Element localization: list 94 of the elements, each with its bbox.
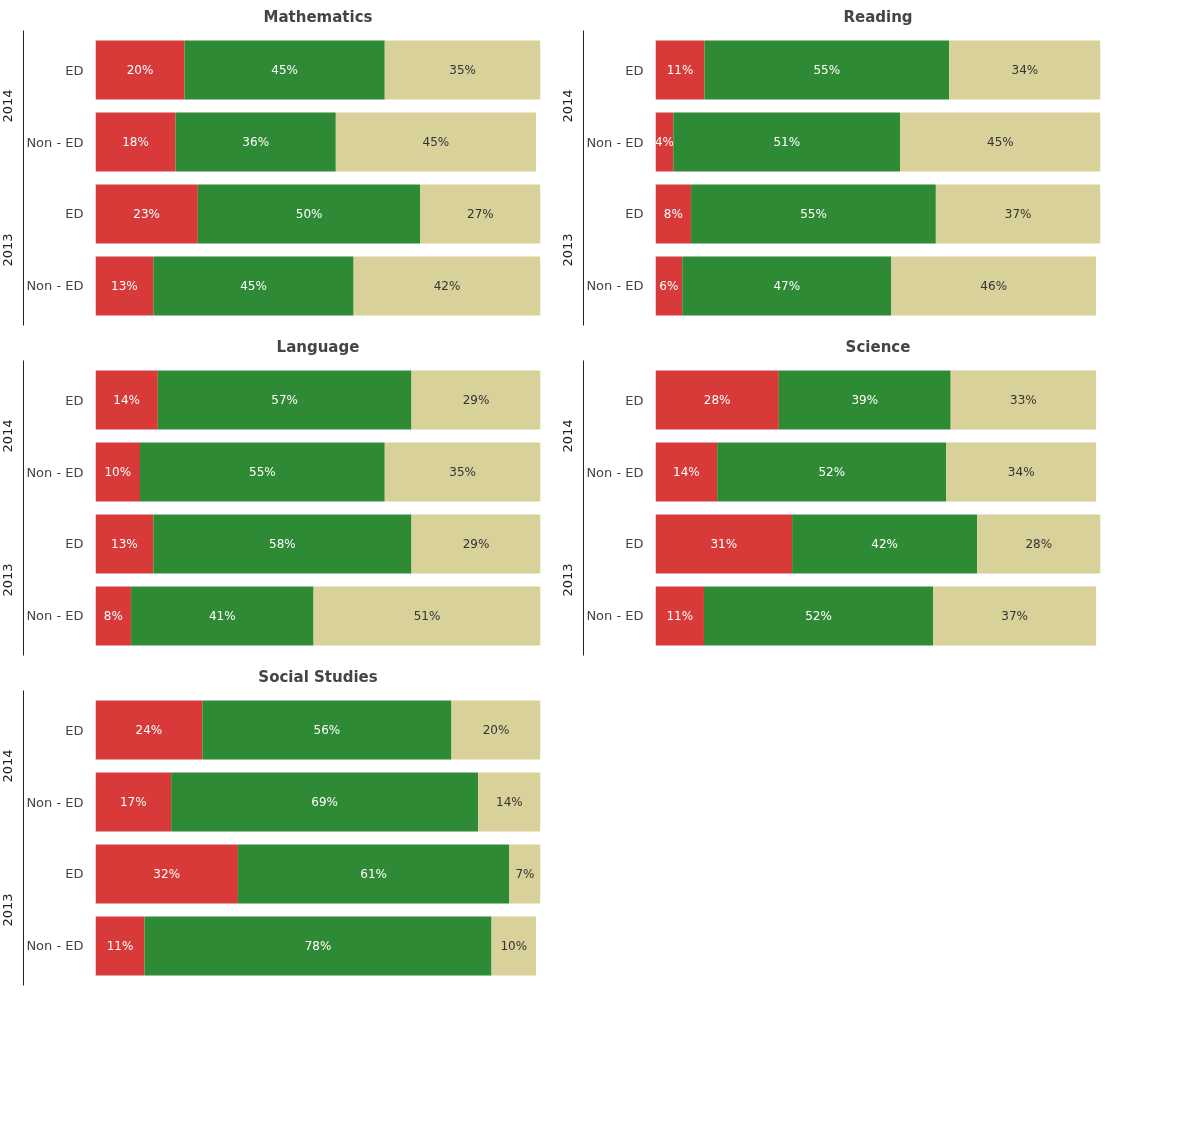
data-label: 24% xyxy=(135,723,163,738)
data-label: 20% xyxy=(482,723,510,738)
text: 2013 xyxy=(560,233,576,267)
data-label: 11% xyxy=(666,608,694,623)
data-label: 78% xyxy=(304,938,332,953)
y-tick-label: Non - ED xyxy=(26,464,84,480)
y-tick-label: ED xyxy=(65,536,84,552)
text: 2014 xyxy=(0,749,16,783)
data-label: 46% xyxy=(980,278,1008,293)
y-tick-label: ED xyxy=(625,62,644,78)
data-label: 14% xyxy=(496,795,523,810)
data-label: 34% xyxy=(1007,465,1035,480)
data-label: 14% xyxy=(113,393,140,408)
data-label: 13% xyxy=(111,278,138,293)
data-label: 18% xyxy=(122,135,149,150)
data-label: 34% xyxy=(1011,63,1039,78)
chart-title: Science xyxy=(845,337,911,356)
data-label: 45% xyxy=(987,135,1014,150)
data-label: 32% xyxy=(153,866,181,881)
data-label: 29% xyxy=(462,536,490,551)
data-label: 37% xyxy=(1004,206,1032,221)
text: 2014 xyxy=(560,419,576,453)
data-label: 31% xyxy=(710,536,738,551)
y-tick-label: ED xyxy=(625,536,644,552)
y-tick-label: Non - ED xyxy=(26,938,84,954)
data-label: 27% xyxy=(467,206,494,221)
data-label: 29% xyxy=(462,393,490,408)
data-label: 8% xyxy=(103,608,123,623)
y-tick-label: Non - ED xyxy=(26,608,84,624)
y-tick-label: ED xyxy=(65,392,84,408)
y-tick-label: ED xyxy=(65,866,84,882)
data-label: 47% xyxy=(773,278,801,293)
data-label: 11% xyxy=(666,63,694,78)
data-label: 10% xyxy=(500,938,528,953)
text: 2013 xyxy=(560,563,576,597)
data-label: 14% xyxy=(673,465,700,480)
text: 2013 xyxy=(0,233,16,267)
chart-title: Social Studies xyxy=(258,667,378,686)
text: 2013 xyxy=(0,893,16,927)
text: 2014 xyxy=(0,419,16,453)
data-label: 23% xyxy=(133,206,161,221)
data-label: 56% xyxy=(313,723,341,738)
text: 2014 xyxy=(560,89,576,123)
text: 2014 xyxy=(0,89,16,123)
data-label: 55% xyxy=(800,206,827,221)
data-label: 52% xyxy=(818,465,846,480)
data-label: 8% xyxy=(663,206,683,221)
data-label: 13% xyxy=(111,536,138,551)
data-label: 51% xyxy=(413,608,441,623)
data-label: 20% xyxy=(126,63,154,78)
data-label: 28% xyxy=(1025,536,1053,551)
data-label: 35% xyxy=(449,465,476,480)
y-tick-label: ED xyxy=(65,62,84,78)
data-label: 61% xyxy=(360,866,387,881)
data-label: 39% xyxy=(851,393,879,408)
text: 2013 xyxy=(0,563,16,597)
y-tick-label: Non - ED xyxy=(586,278,644,294)
chart-title: Reading xyxy=(843,7,913,26)
data-label: 41% xyxy=(208,608,236,623)
y-tick-label: ED xyxy=(65,722,84,738)
y-tick-label: Non - ED xyxy=(586,464,644,480)
data-label: 42% xyxy=(871,536,898,551)
chart-title: Language xyxy=(276,337,360,356)
data-label: 7% xyxy=(515,866,535,881)
data-label: 36% xyxy=(242,135,270,150)
data-label: 58% xyxy=(269,536,296,551)
data-label: 6% xyxy=(659,278,679,293)
data-label: 33% xyxy=(1010,393,1037,408)
data-label: 17% xyxy=(119,795,147,810)
data-label: 11% xyxy=(106,938,134,953)
y-tick-label: ED xyxy=(625,392,644,408)
y-tick-label: Non - ED xyxy=(586,134,644,150)
data-label: 35% xyxy=(449,63,476,78)
data-label: 45% xyxy=(422,135,450,150)
y-tick-label: ED xyxy=(65,206,84,222)
data-label: 51% xyxy=(773,135,801,150)
data-label: 57% xyxy=(271,393,298,408)
y-tick-label: ED xyxy=(625,206,644,222)
chart-title: Mathematics xyxy=(263,7,373,26)
data-label: 10% xyxy=(104,465,132,480)
data-label: 50% xyxy=(295,206,323,221)
data-label: 69% xyxy=(311,795,339,810)
y-tick-label: Non - ED xyxy=(26,794,84,810)
data-label: 42% xyxy=(433,278,461,293)
data-label: 52% xyxy=(805,608,832,623)
y-tick-label: Non - ED xyxy=(26,134,84,150)
data-label: 45% xyxy=(271,63,298,78)
data-label: 37% xyxy=(1001,608,1028,623)
y-tick-label: Non - ED xyxy=(26,278,84,294)
data-label: 55% xyxy=(813,63,841,78)
data-label: 28% xyxy=(703,393,731,408)
data-label: 45% xyxy=(240,278,267,293)
y-tick-label: Non - ED xyxy=(586,608,644,624)
data-label: 55% xyxy=(249,465,276,480)
